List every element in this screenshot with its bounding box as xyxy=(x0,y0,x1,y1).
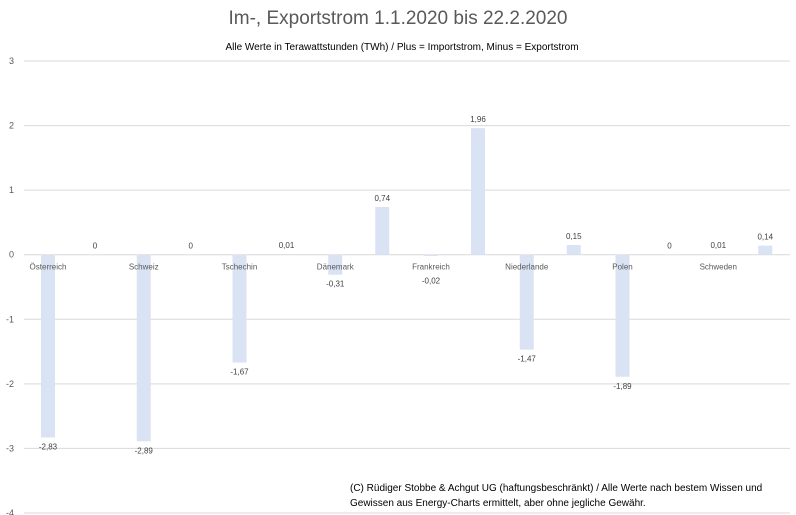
bar xyxy=(232,254,247,363)
data-label: 0 xyxy=(189,242,194,251)
data-label: -1,67 xyxy=(230,368,249,377)
data-label: -2,89 xyxy=(135,446,154,455)
category-label: Österreich xyxy=(30,263,67,272)
data-label: -0,02 xyxy=(422,277,441,286)
chart-subtitle: Alle Werte in Terawattstunden (TWh) / Pl… xyxy=(212,40,592,59)
bar xyxy=(519,254,534,350)
bar xyxy=(662,254,677,256)
y-tick-label: -4 xyxy=(6,508,14,515)
y-tick-label: 0 xyxy=(9,250,14,260)
footnote: (C) Rüdiger Stobbe & Achgut UG (haftungs… xyxy=(350,483,763,509)
bar xyxy=(41,254,55,438)
data-label: 1,96 xyxy=(470,115,486,124)
bar xyxy=(183,254,198,256)
data-label: 0,01 xyxy=(710,241,726,250)
data-label: -0,31 xyxy=(326,280,345,289)
bar xyxy=(88,254,102,256)
data-label: 0 xyxy=(93,242,98,251)
category-label: Schweiz xyxy=(129,263,159,272)
y-tick-label: -2 xyxy=(6,379,14,389)
y-tick-label: -1 xyxy=(6,314,14,324)
category-label: Tschechin xyxy=(222,263,258,272)
y-tick-label: 1 xyxy=(9,185,14,195)
bar xyxy=(711,254,726,255)
bar xyxy=(375,206,390,255)
chart-title: Im-, Exportstrom 1.1.2020 bis 22.2.2020 xyxy=(228,8,568,29)
bar xyxy=(136,254,151,442)
data-label: 0,14 xyxy=(757,233,773,242)
data-label: 0,74 xyxy=(374,194,390,203)
y-tick-label: 2 xyxy=(9,121,14,131)
bar xyxy=(566,245,581,255)
category-label: Schweden xyxy=(700,263,737,272)
data-label: -1,89 xyxy=(613,382,632,391)
bar xyxy=(424,254,438,257)
y-tick-label: -3 xyxy=(6,443,14,453)
data-label: 0 xyxy=(667,242,672,251)
category-label: Niederlande xyxy=(505,263,549,272)
category-label: Polen xyxy=(612,263,632,272)
bar xyxy=(615,254,630,377)
category-label: Dänemark xyxy=(317,263,355,272)
data-label: -1,47 xyxy=(518,355,537,364)
bar xyxy=(328,254,343,275)
bar xyxy=(758,245,773,255)
data-label: 0,15 xyxy=(566,232,582,241)
data-label: -2,83 xyxy=(39,442,58,451)
bar xyxy=(471,128,485,255)
data-label: 0,01 xyxy=(279,241,295,250)
y-tick-label: 3 xyxy=(9,56,14,66)
bar xyxy=(279,254,294,255)
category-label: Frankreich xyxy=(412,263,450,272)
